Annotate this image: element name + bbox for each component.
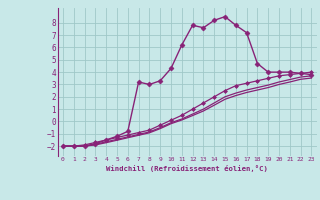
X-axis label: Windchill (Refroidissement éolien,°C): Windchill (Refroidissement éolien,°C) xyxy=(106,165,268,172)
